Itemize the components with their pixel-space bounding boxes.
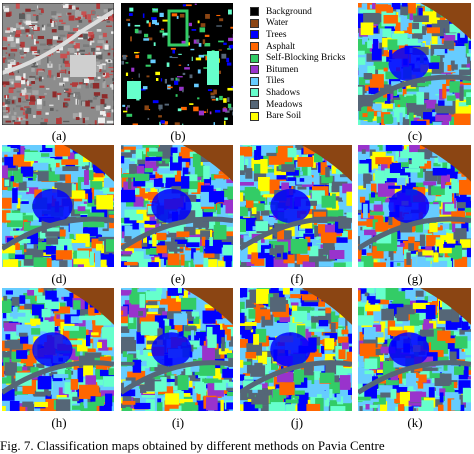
- panel-c-label: (c): [407, 128, 423, 143]
- panel-i-label: (i): [171, 415, 185, 430]
- legend-item: Self-Blocking Bricks: [250, 52, 350, 64]
- legend-label: Bare Soil: [266, 111, 302, 122]
- legend-swatch: [250, 18, 259, 28]
- panel-d-label: (d): [51, 271, 67, 286]
- panel-j-label: (j): [290, 415, 304, 430]
- panel-k-image: [358, 288, 471, 411]
- panel-g-svg: [358, 145, 471, 267]
- legend-item: Shadows: [250, 87, 350, 99]
- legend-label: Meadows: [266, 99, 303, 110]
- legend-label: Bitumen: [266, 64, 299, 75]
- legend-label: Asphalt: [266, 41, 296, 52]
- panel-b-svg: [121, 3, 233, 125]
- legend-swatch: [250, 42, 259, 52]
- legend-item: Bitumen: [250, 64, 350, 76]
- panel-f-label: (f): [290, 271, 304, 286]
- panel-f-svg: [240, 145, 352, 267]
- panel-g-image: [358, 145, 471, 267]
- legend-label: Self-Blocking Bricks: [266, 53, 346, 64]
- panel-d-image: [2, 145, 114, 267]
- legend-item: Trees: [250, 29, 350, 41]
- panel-j-svg: [240, 288, 352, 411]
- panel-e-label: (e): [170, 271, 186, 286]
- panel-k-label: (k): [407, 415, 423, 430]
- panel-a-label: (a): [51, 128, 67, 143]
- panel-j-image: [240, 288, 352, 411]
- legend-swatch: [250, 65, 259, 75]
- legend-swatch: [250, 88, 259, 98]
- panel-h-image: [2, 288, 114, 411]
- legend-swatch: [250, 53, 259, 63]
- legend-swatch: [250, 76, 259, 86]
- legend-item: Bare Soil: [250, 110, 350, 122]
- panel-b-label: (b): [170, 128, 186, 143]
- panel-i-image: [121, 288, 233, 411]
- panel-d-svg: [2, 145, 114, 267]
- panel-f-image: [240, 145, 352, 267]
- legend-label: Trees: [266, 29, 287, 40]
- panel-a-svg: [2, 3, 114, 125]
- legend-swatch: [250, 30, 259, 40]
- legend-item: Background: [250, 6, 350, 18]
- legend-label: Shadows: [266, 87, 300, 98]
- legend-item: Tiles: [250, 76, 350, 88]
- legend-item: Meadows: [250, 99, 350, 111]
- panel-i-svg: [121, 288, 233, 411]
- legend-swatch: [250, 111, 259, 121]
- panel-e-svg: [121, 145, 233, 267]
- panel-e-image: [121, 145, 233, 267]
- legend-label: Water: [266, 18, 289, 29]
- legend-swatch: [250, 7, 259, 17]
- panel-b-image: [121, 3, 233, 125]
- legend-label: Tiles: [266, 76, 285, 87]
- panel-c-image: [358, 3, 471, 125]
- legend: Background Water Trees Asphalt Self-Blocking…: [250, 6, 350, 126]
- panel-g-label: (g): [407, 271, 423, 286]
- legend-item: Asphalt: [250, 41, 350, 53]
- panel-h-label: (h): [51, 415, 67, 430]
- legend-swatch: [250, 100, 259, 110]
- panel-a-image: [2, 3, 114, 125]
- panel-k-svg: [358, 288, 471, 411]
- panel-c-svg: [358, 3, 471, 125]
- legend-label: Background: [266, 6, 312, 17]
- panel-h-svg: [2, 288, 114, 411]
- legend-item: Water: [250, 18, 350, 30]
- figure-caption: Fig. 7. Classification maps obtained by …: [0, 438, 385, 453]
